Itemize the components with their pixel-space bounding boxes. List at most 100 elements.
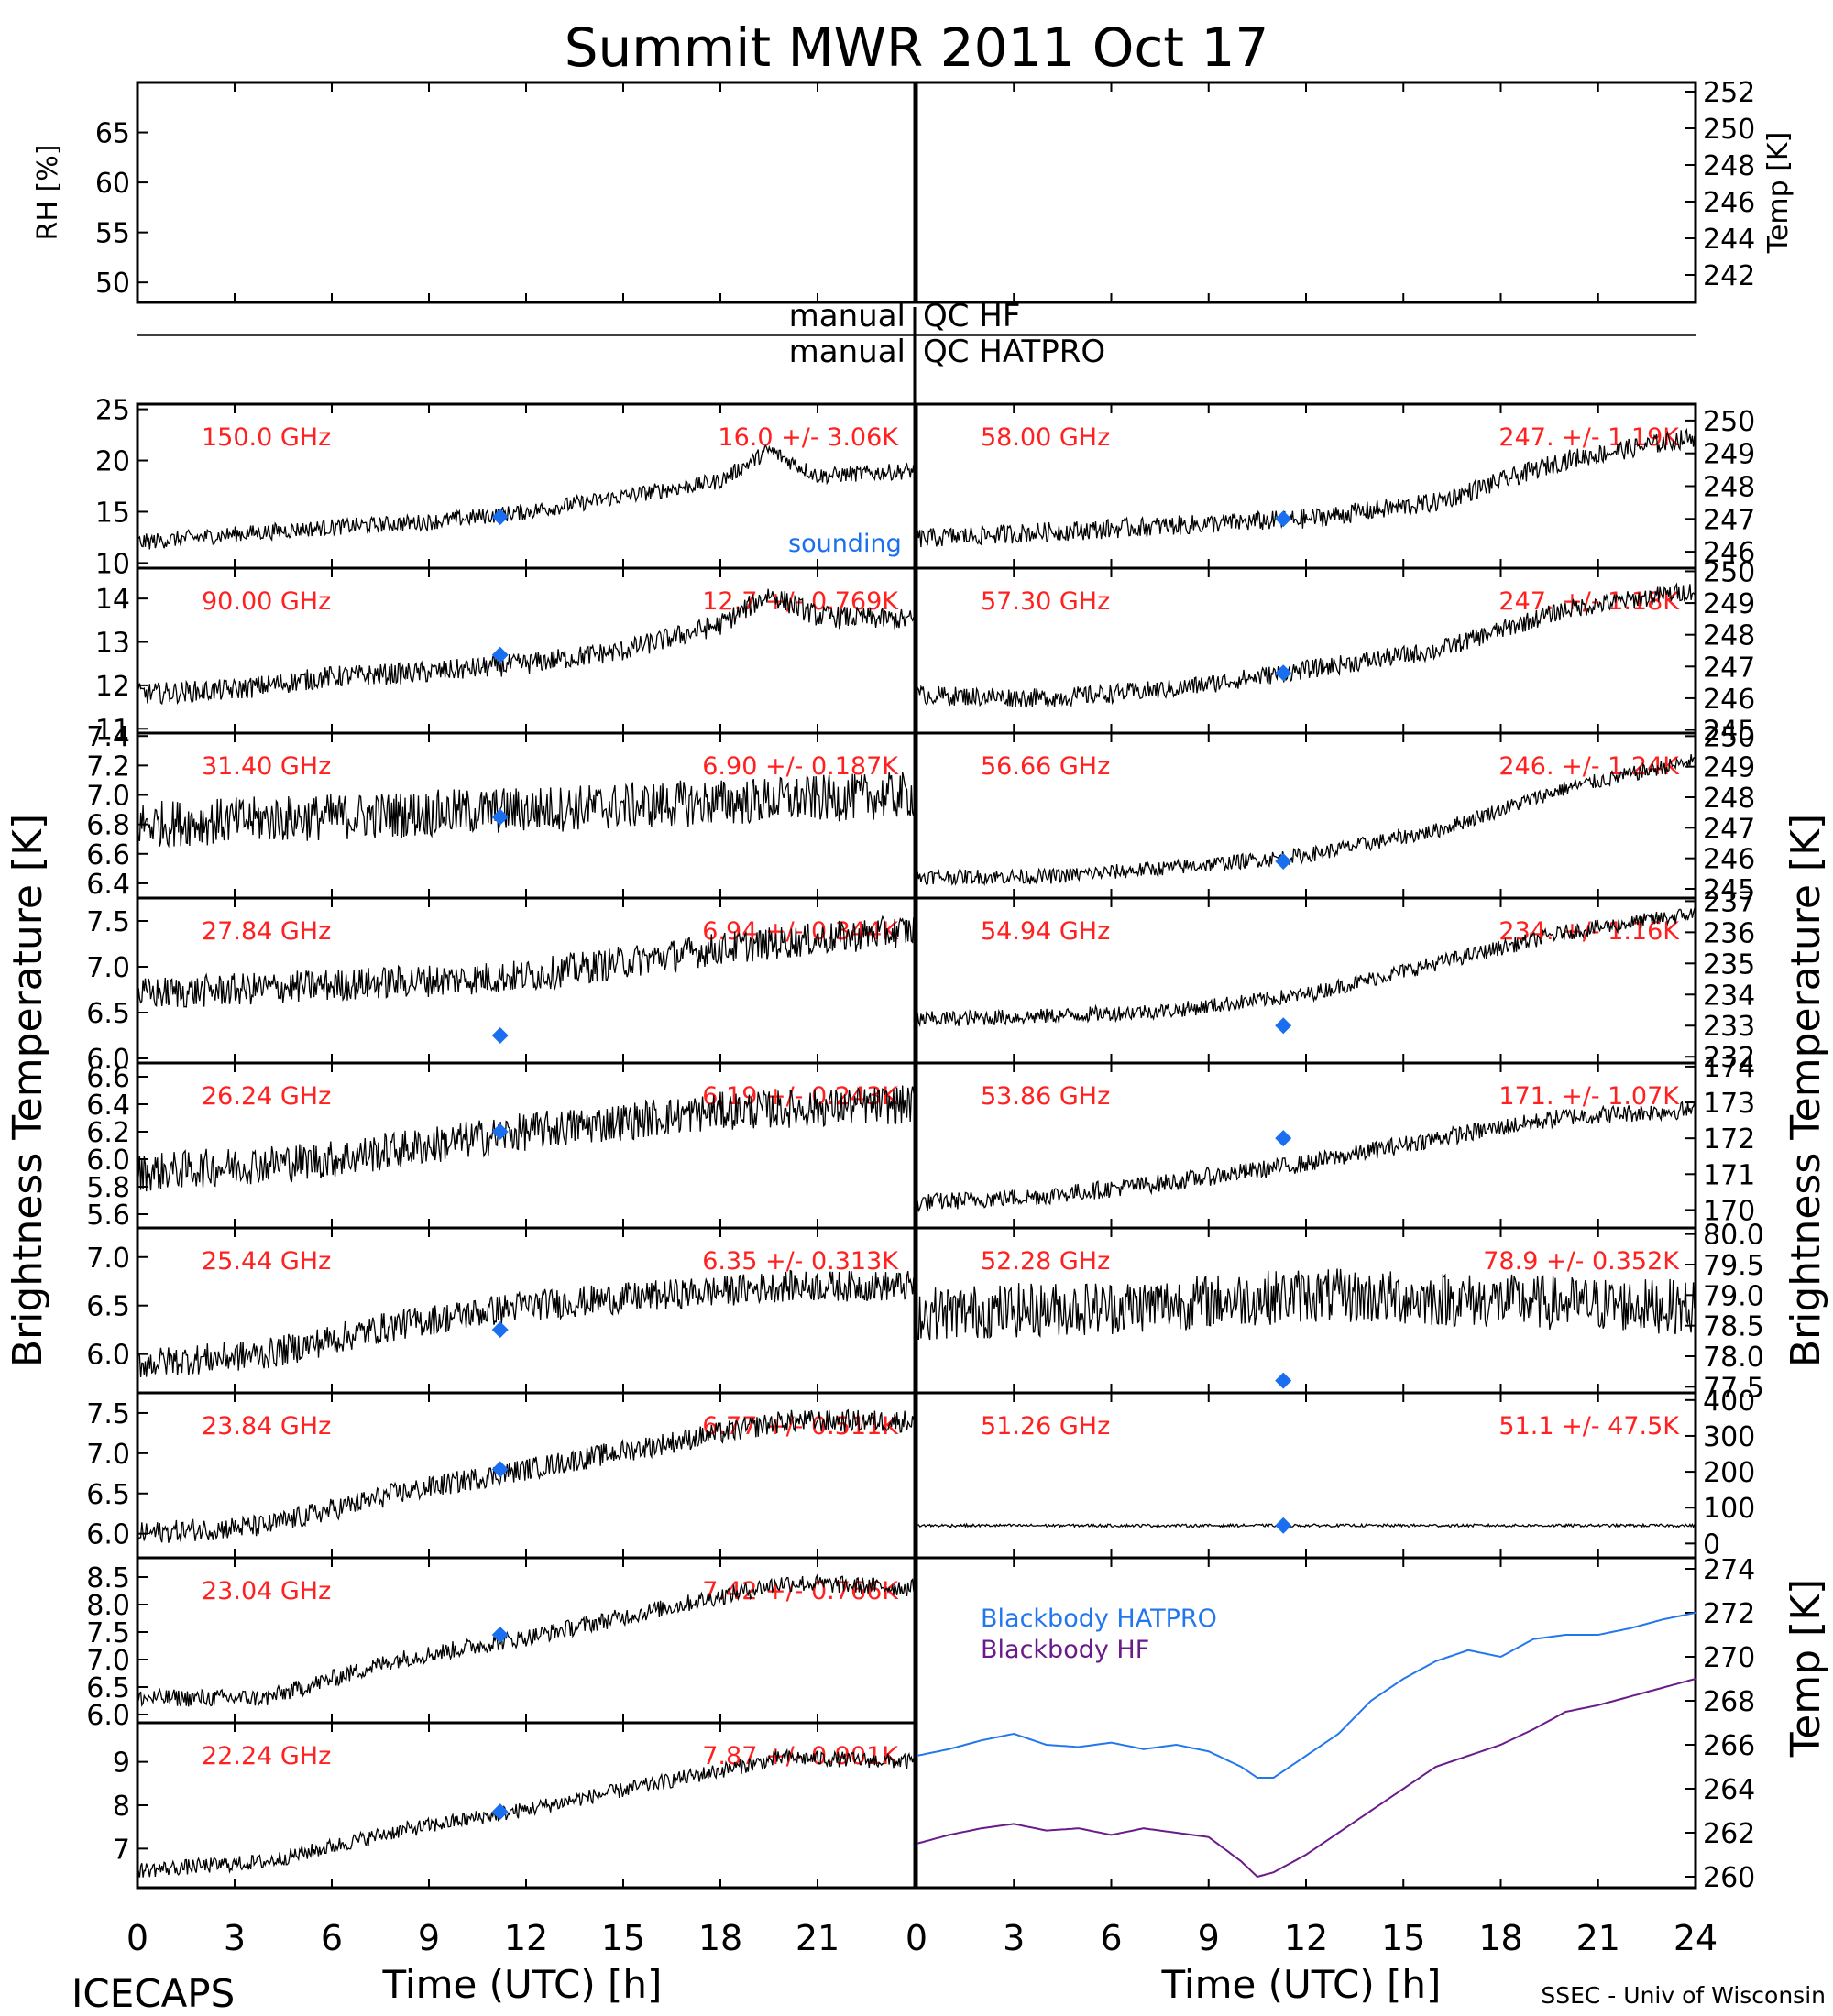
data-trace xyxy=(916,1101,1696,1213)
chart-title: Summit MWR 2011 Oct 17 xyxy=(565,16,1269,79)
y-tick-label: 7.0 xyxy=(86,952,130,984)
x-tick-label: 0 xyxy=(906,1918,927,1958)
x-tick-label: 9 xyxy=(1198,1918,1220,1958)
data-trace xyxy=(916,582,1696,708)
y-ticks: 6.06.57.07.58.08.5 xyxy=(86,1558,818,1732)
x-tick-label: 21 xyxy=(796,1918,840,1958)
y-tick-label: 6.6 xyxy=(86,1062,130,1094)
legend-entry: Blackbody HF xyxy=(981,1636,1149,1664)
y-tick-label: 252 xyxy=(1703,77,1755,109)
y-tick-label: 6.4 xyxy=(86,869,130,901)
y-tick-label: 270 xyxy=(1703,1642,1755,1674)
data-trace xyxy=(916,754,1696,886)
y-tick-label: 13 xyxy=(95,628,130,660)
y-tick-label: 236 xyxy=(1703,917,1755,949)
right-y-axis-title: Brightness Temperature [K] xyxy=(1783,814,1829,1367)
y-tick-label: 268 xyxy=(1703,1686,1755,1718)
frequency-label: 150.0 GHz xyxy=(202,423,331,452)
stats-label: 246. +/- 1.24K xyxy=(1498,752,1680,781)
y-tick-label: 14 xyxy=(95,584,130,616)
y-tick-label: 233 xyxy=(1703,1011,1755,1043)
panel-p2624: 5.65.86.06.26.46.626.24 GHz 6.19 +/- 0.24… xyxy=(86,1061,916,1232)
sounding-marker xyxy=(491,1627,509,1643)
stats-label: 6.35 +/- 0.313K xyxy=(702,1247,899,1276)
sounding-marker xyxy=(1275,1517,1292,1534)
panel-p2224: 789 22.24 GHz 7.87 +/- 0.901K xyxy=(113,1721,916,1890)
y-tick-label: 400 xyxy=(1703,1386,1755,1418)
y-tick-label: 248 xyxy=(1703,783,1755,815)
frequency-label: 27.84 GHz xyxy=(202,917,331,946)
y-tick-label: 244 xyxy=(1703,224,1755,256)
y-tick-label: 249 xyxy=(1703,752,1755,784)
y-tick-label: 8 xyxy=(113,1791,130,1823)
y-tick-label: 5.8 xyxy=(86,1172,130,1204)
panel-rh: 50 55 60 65 RH [%] xyxy=(32,81,916,304)
y-tick-label: 7 xyxy=(113,1834,130,1866)
sounding-marker xyxy=(491,509,509,526)
y-ticks: 6.0 6.5 7.0 7.5 xyxy=(86,1393,818,1558)
sounding-marker xyxy=(1275,853,1292,870)
sounding-marker xyxy=(1275,1130,1292,1147)
y-tick-label: 77.5 xyxy=(1703,1372,1764,1404)
y-ticks: 50 55 60 65 xyxy=(95,82,818,302)
sounding-marker xyxy=(491,1803,509,1821)
y-tick-label: 15 xyxy=(95,497,130,529)
stats-label: 12.7 +/- 0.769K xyxy=(702,587,899,616)
sounding-marker xyxy=(491,1321,509,1339)
frequency-label: 23.04 GHz xyxy=(202,1577,331,1605)
y-tick-label: 170 xyxy=(1703,1195,1755,1227)
x-tick-label: 12 xyxy=(504,1918,548,1958)
y-tick-label: 9 xyxy=(113,1748,130,1780)
y-tick-label: 250 xyxy=(1703,114,1755,146)
y-tick-label: 246 xyxy=(1703,537,1755,569)
y-tick-label: 7.0 xyxy=(86,1439,130,1471)
y-tick-label: 248 xyxy=(1703,150,1755,182)
footer-right-label: SSEC - Univ of Wisconsin xyxy=(1541,1982,1826,2009)
y-tick-label: 264 xyxy=(1703,1774,1755,1806)
y-tick-label: 6.0 xyxy=(86,1044,130,1076)
x-tick-label: 0 xyxy=(126,1918,148,1958)
data-trace xyxy=(916,1522,1696,1529)
y-tick-label: 235 xyxy=(1703,948,1755,981)
y-tick-label: 6.5 xyxy=(86,1291,130,1323)
y-tick-label: 246 xyxy=(1703,187,1755,219)
panel-blackbody: 260 262 264 266 268 270 272 274 Blackbody HATPRO… xyxy=(915,1554,1755,1894)
x-tick-label: 18 xyxy=(698,1918,742,1958)
stats-label: 247. +/- 1.19K xyxy=(1498,423,1680,452)
y-tick-label: 80.0 xyxy=(1703,1220,1764,1252)
series-line xyxy=(916,1612,1696,1779)
data-trace xyxy=(137,772,915,849)
x-tick-label: 15 xyxy=(1381,1918,1425,1958)
y-tick-label: 247 xyxy=(1703,504,1755,536)
x-tick-label: 6 xyxy=(321,1918,343,1958)
y-ticks: 260 262 264 266 268 270 272 274 xyxy=(1013,1554,1755,1894)
y-tick-label: 266 xyxy=(1703,1730,1755,1762)
frequency-label: 22.24 GHz xyxy=(202,1742,331,1770)
data-trace xyxy=(137,915,915,1008)
y-tick-label: 242 xyxy=(1703,260,1755,292)
data-trace xyxy=(137,1085,915,1192)
y-tick-label: 250 xyxy=(1703,406,1755,438)
y-tick-label: 174 xyxy=(1703,1052,1755,1084)
y-ticks: 7 8 9 xyxy=(113,1723,818,1888)
sounding-marker xyxy=(491,1123,509,1140)
x-tick-label: 21 xyxy=(1576,1918,1620,1958)
y-tick-label: 272 xyxy=(1703,1598,1755,1630)
y-tick-label: 6.0 xyxy=(86,1145,130,1177)
y-tick-label: 7.0 xyxy=(86,1645,130,1677)
frequency-label: 54.94 GHz xyxy=(981,917,1110,946)
stats-label: 6.90 +/- 0.187K xyxy=(702,752,899,781)
y-tick-label: 7.0 xyxy=(86,1243,130,1275)
left-y-axis-title: Brightness Temperature [K] xyxy=(5,814,51,1367)
y-tick-label: 7.5 xyxy=(86,906,130,938)
y-tick-label: 262 xyxy=(1703,1818,1755,1850)
y-tick-label: 274 xyxy=(1703,1554,1755,1586)
